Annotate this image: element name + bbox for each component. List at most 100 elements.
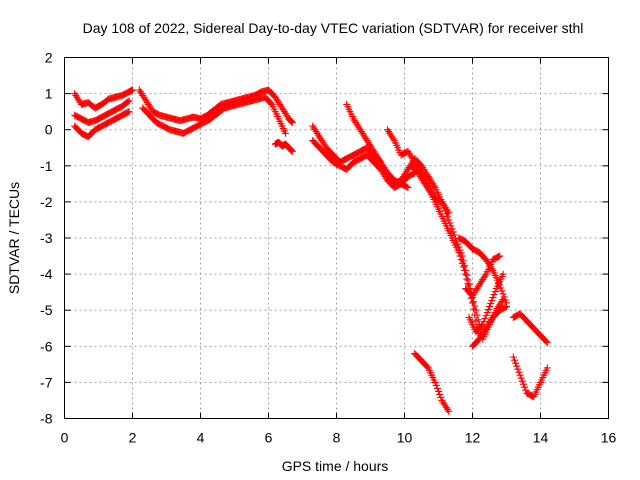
data-point [501,296,509,304]
y-axis-label: SDTVAR / TECUs [6,182,22,294]
data-point [543,364,551,372]
data-point [543,339,551,347]
x-tick-label: 2 [129,430,137,446]
chart-title: Day 108 of 2022, Sidereal Day-to-day VTE… [83,20,584,36]
data-point [478,322,486,330]
data-point [436,390,444,398]
data-point [509,353,517,361]
data-point [445,216,453,224]
x-tick-label: 12 [465,430,481,446]
data-point [440,204,448,212]
data-point [471,302,479,310]
data-point [515,368,523,376]
series-arc-18 [509,310,551,347]
data-point [288,147,296,155]
data-point [288,147,296,155]
y-tick-label: 2 [45,50,53,66]
data-point [267,99,275,107]
data-point [450,231,458,239]
data-point [473,311,481,319]
data-point [403,183,411,191]
data-point [499,290,507,298]
data-point [487,300,495,308]
data-point [456,246,464,254]
data-point [503,303,510,311]
y-tick-label: -3 [40,230,53,246]
data-point [499,270,507,278]
data-point [483,309,491,317]
data-point [431,378,439,386]
data-point [481,315,489,323]
y-tick-label: 1 [45,86,53,102]
y-tick-label: -7 [40,374,53,390]
data-point [470,298,478,306]
y-tick-label: -2 [40,194,53,210]
data-point [432,381,440,389]
x-tick-label: 6 [265,430,273,446]
data-point [457,249,465,257]
data-point [455,243,463,251]
data-point [463,271,471,279]
data-point [438,198,446,206]
data-point [448,225,456,233]
series-arc-15 [465,270,507,336]
data-point [472,306,480,314]
data-point [491,288,499,296]
data-point [513,362,521,370]
data-point [489,294,497,302]
series-arc-1 [71,86,136,112]
data-point [501,303,509,311]
data-point [459,263,467,271]
data-point [124,98,132,106]
series-arc-9 [343,100,412,191]
data-point [459,257,467,265]
y-tick-label: 0 [45,122,53,138]
data-point [482,312,490,320]
data-point [480,318,488,326]
x-axis: 0 2 4 6 8 10 12 14 16 [61,57,617,446]
series-arc-17 [411,350,453,415]
x-tick-label: 14 [533,430,549,446]
x-tick-label: 16 [601,430,617,446]
data-point [444,213,452,221]
data-point [287,117,295,125]
series-arc-19 [509,353,551,401]
x-tick-label: 10 [397,430,413,446]
data-point [521,383,529,391]
data-point [461,262,469,270]
series-arc-16 [469,303,510,350]
series-arc-3 [71,108,133,141]
x-axis-label: GPS time / hours [282,458,389,474]
series-arc-2 [71,97,133,126]
data-point [464,276,472,284]
data-point [490,291,498,299]
y-tick-label: -1 [40,158,53,174]
data-point [449,228,457,236]
series-arc-14 [462,252,504,300]
series-arc-6 [271,138,296,155]
data-point [125,97,133,105]
data-point [404,183,412,191]
data-point [435,387,442,395]
data-point [447,222,455,230]
data-point [437,393,445,401]
data-point [498,287,506,295]
data-point [441,207,449,215]
data-points [71,86,551,415]
x-tick-label: 4 [197,430,205,446]
data-point [439,201,447,209]
data-point [500,293,508,301]
data-point [517,374,525,382]
data-point [287,146,295,154]
data-point [542,337,550,345]
grid-lines [64,57,609,419]
data-point [474,316,482,324]
data-point [518,377,526,385]
data-point [129,86,136,94]
data-point [512,359,520,367]
x-tick-label: 8 [333,430,341,446]
data-point [462,266,470,274]
x-tick-label: 0 [61,430,69,446]
